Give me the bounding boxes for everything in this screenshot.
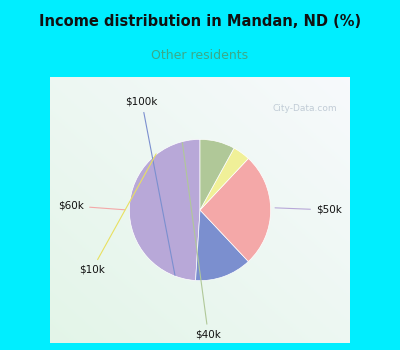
Text: Income distribution in Mandan, ND (%): Income distribution in Mandan, ND (%) bbox=[39, 14, 361, 29]
Text: City-Data.com: City-Data.com bbox=[272, 104, 337, 113]
Text: Other residents: Other residents bbox=[152, 49, 248, 62]
Wedge shape bbox=[196, 210, 248, 281]
Text: $100k: $100k bbox=[126, 97, 175, 275]
Text: $10k: $10k bbox=[79, 154, 156, 275]
Text: $50k: $50k bbox=[275, 205, 342, 215]
Text: $60k: $60k bbox=[58, 201, 125, 211]
Wedge shape bbox=[200, 159, 271, 261]
Wedge shape bbox=[129, 139, 200, 280]
Wedge shape bbox=[200, 139, 234, 210]
Wedge shape bbox=[200, 148, 248, 210]
Text: $40k: $40k bbox=[182, 143, 221, 340]
